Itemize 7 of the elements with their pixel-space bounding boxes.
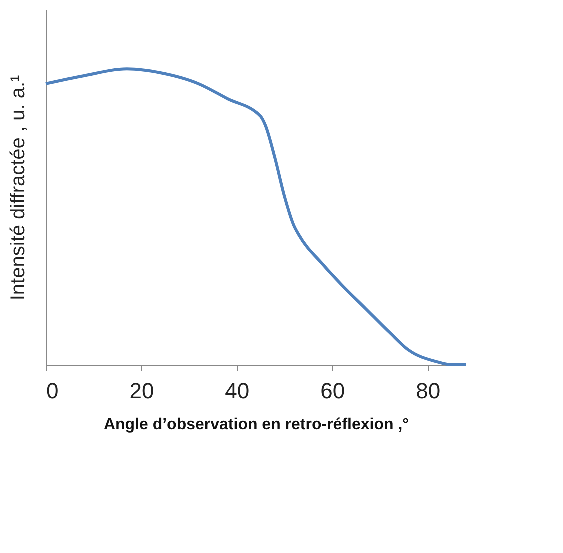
x-tick-label: 80	[416, 378, 441, 404]
y-axis-title: Intensité diffractée , u. a.¹	[8, 75, 30, 301]
x-tick-label: 40	[225, 378, 250, 404]
x-axis-title: Angle d’observation en retro-réflexion ,°	[104, 416, 410, 434]
x-tick-label: 60	[320, 378, 346, 404]
x-tick-label: 20	[130, 378, 154, 404]
x-tick-label: 0	[46, 378, 59, 404]
